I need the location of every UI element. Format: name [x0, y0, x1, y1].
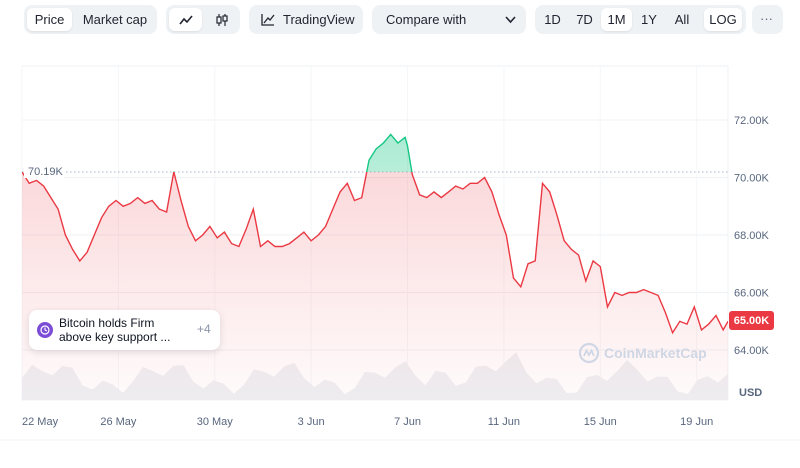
- currency-label: USD: [739, 387, 762, 399]
- x-tick-label: 22 May: [22, 416, 59, 428]
- chart-toolbar: Price Market cap TradingView Compare wit…: [0, 5, 800, 35]
- price-tab[interactable]: Price: [27, 8, 72, 31]
- y-tick-label: 68.00K: [734, 230, 770, 242]
- x-tick-label: 15 Jun: [584, 416, 617, 428]
- y-tick-label: 72.00K: [734, 115, 770, 127]
- tradingview-icon: [261, 14, 275, 26]
- chart-type-switch: [166, 5, 240, 34]
- compare-with-dropdown[interactable]: Compare with: [372, 5, 526, 34]
- range-1d[interactable]: 1D: [544, 12, 561, 27]
- line-chart-button[interactable]: [169, 8, 202, 31]
- coinmarketcap-watermark: CoinMarketCap: [578, 342, 707, 364]
- news-clock-icon: [37, 322, 53, 338]
- x-tick-label: 19 Jun: [680, 416, 713, 428]
- x-tick-label: 30 May: [197, 416, 234, 428]
- chevron-down-icon: [505, 16, 516, 24]
- time-range-selector: 1D 7D 1M 1Y All LOG: [535, 5, 746, 34]
- x-axis: 22 May 26 May 30 May 3 Jun 7 Jun 11 Jun 15 Jun…: [22, 416, 713, 428]
- x-tick-label: 7 Jun: [394, 416, 421, 428]
- more-options-button[interactable]: ···: [752, 5, 783, 34]
- y-tick-label: 66.00K: [734, 288, 770, 300]
- news-card[interactable]: Bitcoin holds Firm above key support ...…: [29, 310, 220, 350]
- current-price-badge: 65.00K: [729, 311, 774, 330]
- y-tick-label: 64.00K: [734, 345, 770, 357]
- candlestick-icon: [215, 13, 228, 26]
- range-7d[interactable]: 7D: [576, 12, 593, 27]
- marketcap-tab[interactable]: Market cap: [82, 12, 148, 27]
- more-icon: ···: [760, 11, 773, 26]
- range-1m[interactable]: 1M: [601, 8, 632, 31]
- log-scale-toggle[interactable]: LOG: [704, 8, 742, 31]
- tradingview-button[interactable]: TradingView: [249, 5, 363, 34]
- x-tick-label: 11 Jun: [488, 416, 520, 428]
- price-line-down: [22, 172, 728, 335]
- news-count: +4: [197, 322, 211, 336]
- range-all[interactable]: All: [674, 12, 690, 27]
- candlestick-button[interactable]: [205, 8, 238, 31]
- price-area-up: [22, 134, 412, 173]
- range-1y[interactable]: 1Y: [641, 12, 657, 27]
- x-tick-label: 3 Jun: [298, 416, 325, 428]
- y-tick-label: 70.00K: [734, 173, 770, 185]
- compare-label: Compare with: [386, 12, 467, 27]
- watermark-text: CoinMarketCap: [604, 345, 707, 361]
- tradingview-label: TradingView: [283, 12, 355, 27]
- reference-label-bg: [24, 164, 64, 179]
- news-headline-line1: Bitcoin holds Firm: [59, 316, 155, 330]
- x-tick-label: 26 May: [100, 416, 137, 428]
- price-line-up: [22, 133, 413, 173]
- news-headline: Bitcoin holds Firm above key support ...: [59, 316, 199, 344]
- y-axis: 72.00K 70.00K 68.00K 66.00K 64.00K USD: [734, 115, 770, 399]
- line-chart-icon: [178, 14, 193, 24]
- coinmarketcap-logo-icon: [578, 342, 600, 364]
- reference-price-label: 70.19K: [28, 166, 64, 178]
- news-headline-line2: above key support ...: [59, 330, 171, 344]
- price-marketcap-switch: Price Market cap: [24, 5, 157, 34]
